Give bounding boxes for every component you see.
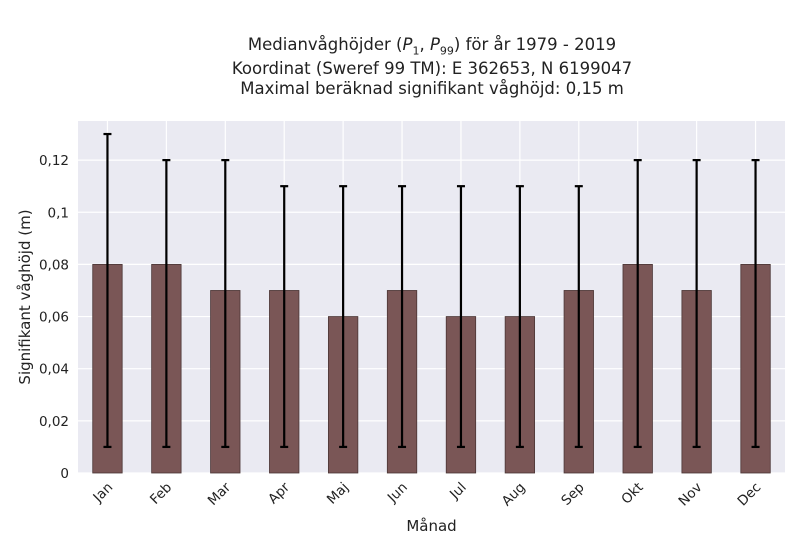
y-tick-label: 0,1	[48, 205, 69, 221]
x-tick-label-jun: Jun	[384, 480, 411, 507]
y-tick-label: 0,04	[39, 362, 69, 378]
x-tick-label-jan: Jan	[90, 480, 117, 507]
x-tick-label-nov: Nov	[676, 480, 706, 510]
y-axis-label: Signifikant våghöjd (m)	[16, 209, 34, 384]
x-tick-label-mar: Mar	[205, 479, 235, 509]
y-tick-label: 0,06	[39, 310, 69, 326]
y-tick-label: 0,12	[39, 153, 69, 169]
chart-title-line-3: Maximal beräknad signifikant våghöjd: 0,…	[240, 79, 624, 98]
x-tick-label-sep: Sep	[558, 480, 587, 509]
y-tick-label: 0,08	[39, 257, 69, 273]
x-tick-label-feb: Feb	[147, 480, 175, 508]
plot-background	[78, 121, 785, 473]
x-tick-label-okt: Okt	[618, 480, 646, 508]
x-tick-label-jul: Jul	[446, 480, 470, 504]
y-tick-label: 0	[60, 466, 69, 482]
x-axis-label: Månad	[406, 517, 456, 535]
x-tick-label-dec: Dec	[735, 480, 765, 510]
x-tick-label-maj: Maj	[324, 480, 352, 508]
x-tick-label-aug: Aug	[499, 480, 529, 510]
chart-title-line-2: Koordinat (Sweref 99 TM): E 362653, N 61…	[231, 59, 633, 78]
chart-title-line-1: Medianvåghöjder (P1, P99) för år 1979 - …	[247, 35, 617, 58]
x-tick-label-apr: Apr	[265, 479, 293, 507]
y-tick-label: 0,02	[39, 414, 69, 430]
